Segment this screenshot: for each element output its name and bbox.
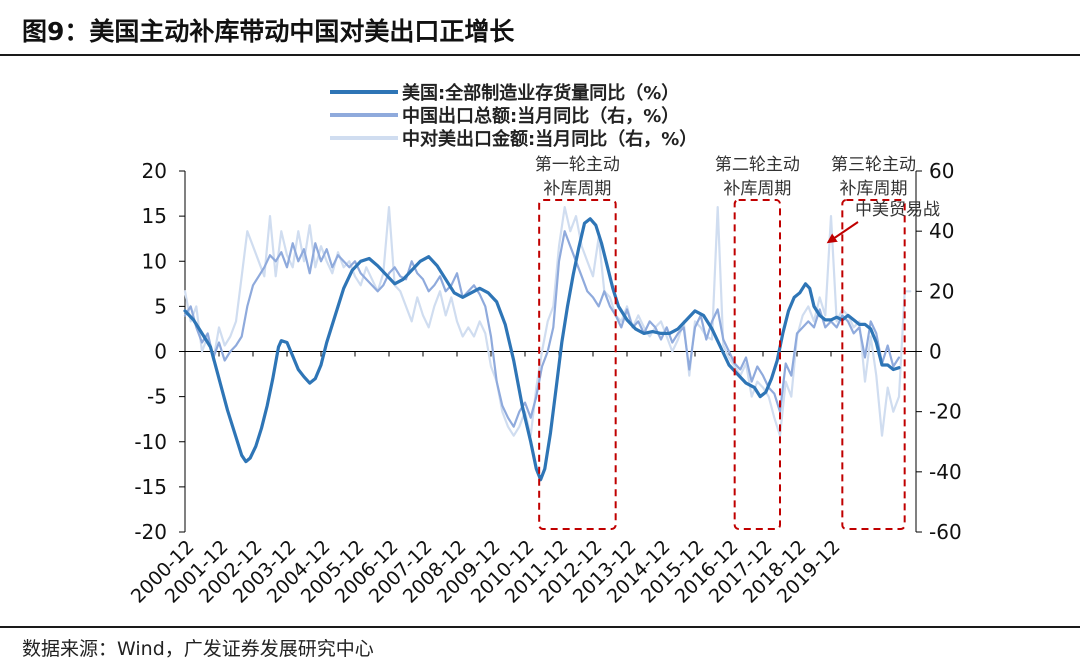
y-left-tick-label: 15 (142, 204, 167, 228)
y-right-tick-label: 0 (929, 340, 942, 364)
figure-title: 图9：美国主动补库带动中国对美出口正增长 (22, 17, 515, 46)
source-note: 数据来源：Wind，广发证券发展研究中心 (22, 638, 374, 660)
y-right-tick-label: 60 (929, 159, 954, 183)
cycle-label-line2: 补库周期 (723, 179, 791, 199)
y-left-tick-label: -5 (147, 385, 167, 409)
legend: 美国:全部制造业存货量同比（%） 中国出口总额:当月同比（右，%） 中对美出口金… (330, 82, 697, 150)
legend-label-cn-us-exports: 中对美出口金额:当月同比（右，%） (402, 128, 697, 150)
cycle-box-2 (733, 199, 782, 530)
y-left-tick-label: 5 (154, 294, 167, 318)
y-right-tick-label: 20 (929, 279, 954, 303)
footer-rule (0, 626, 1080, 628)
y-right-tick-label: -40 (929, 460, 962, 484)
cycle-label-line1: 第一轮主动 (535, 155, 620, 175)
series-layer (183, 206, 912, 482)
y-right-tick-label: -60 (929, 520, 962, 544)
y-left-tick-label: 20 (142, 159, 167, 183)
series-cn-us-exports-line (183, 206, 912, 437)
cycle-box-1 (538, 199, 617, 530)
y-right-tick-label: -20 (929, 400, 962, 424)
cycle-label-line1: 第二轮主动 (715, 155, 800, 175)
trade-war-label: 中美贸易战 (855, 200, 940, 220)
y-right-tick-label: 40 (929, 219, 954, 243)
legend-label-cn-exports: 中国出口总额:当月同比（右，%） (402, 105, 679, 127)
cycle-label-line2: 补库周期 (543, 179, 611, 199)
series-us-inventory-line (183, 217, 901, 482)
series-cn-exports-line (183, 230, 901, 428)
cycle-label-line2: 补库周期 (840, 179, 908, 199)
y-left-tick-label: 10 (142, 249, 167, 273)
y-left-tick-label: -20 (134, 520, 167, 544)
title-rule (0, 54, 1080, 56)
axes-layer: 20151050-5-10-15-206040200-20-40-602000-… (127, 159, 962, 608)
trade-war-arrow (826, 221, 859, 244)
y-left-tick-label: -15 (134, 475, 167, 499)
cycle-label-line1: 第三轮主动 (831, 155, 916, 175)
y-left-tick-label: -10 (134, 430, 167, 454)
legend-label-us-inventory: 美国:全部制造业存货量同比（%） (402, 82, 679, 104)
line-chart: 20151050-5-10-15-206040200-20-40-602000-… (127, 82, 962, 608)
y-left-tick-label: 0 (154, 340, 167, 364)
cycle-box-3 (841, 199, 906, 530)
